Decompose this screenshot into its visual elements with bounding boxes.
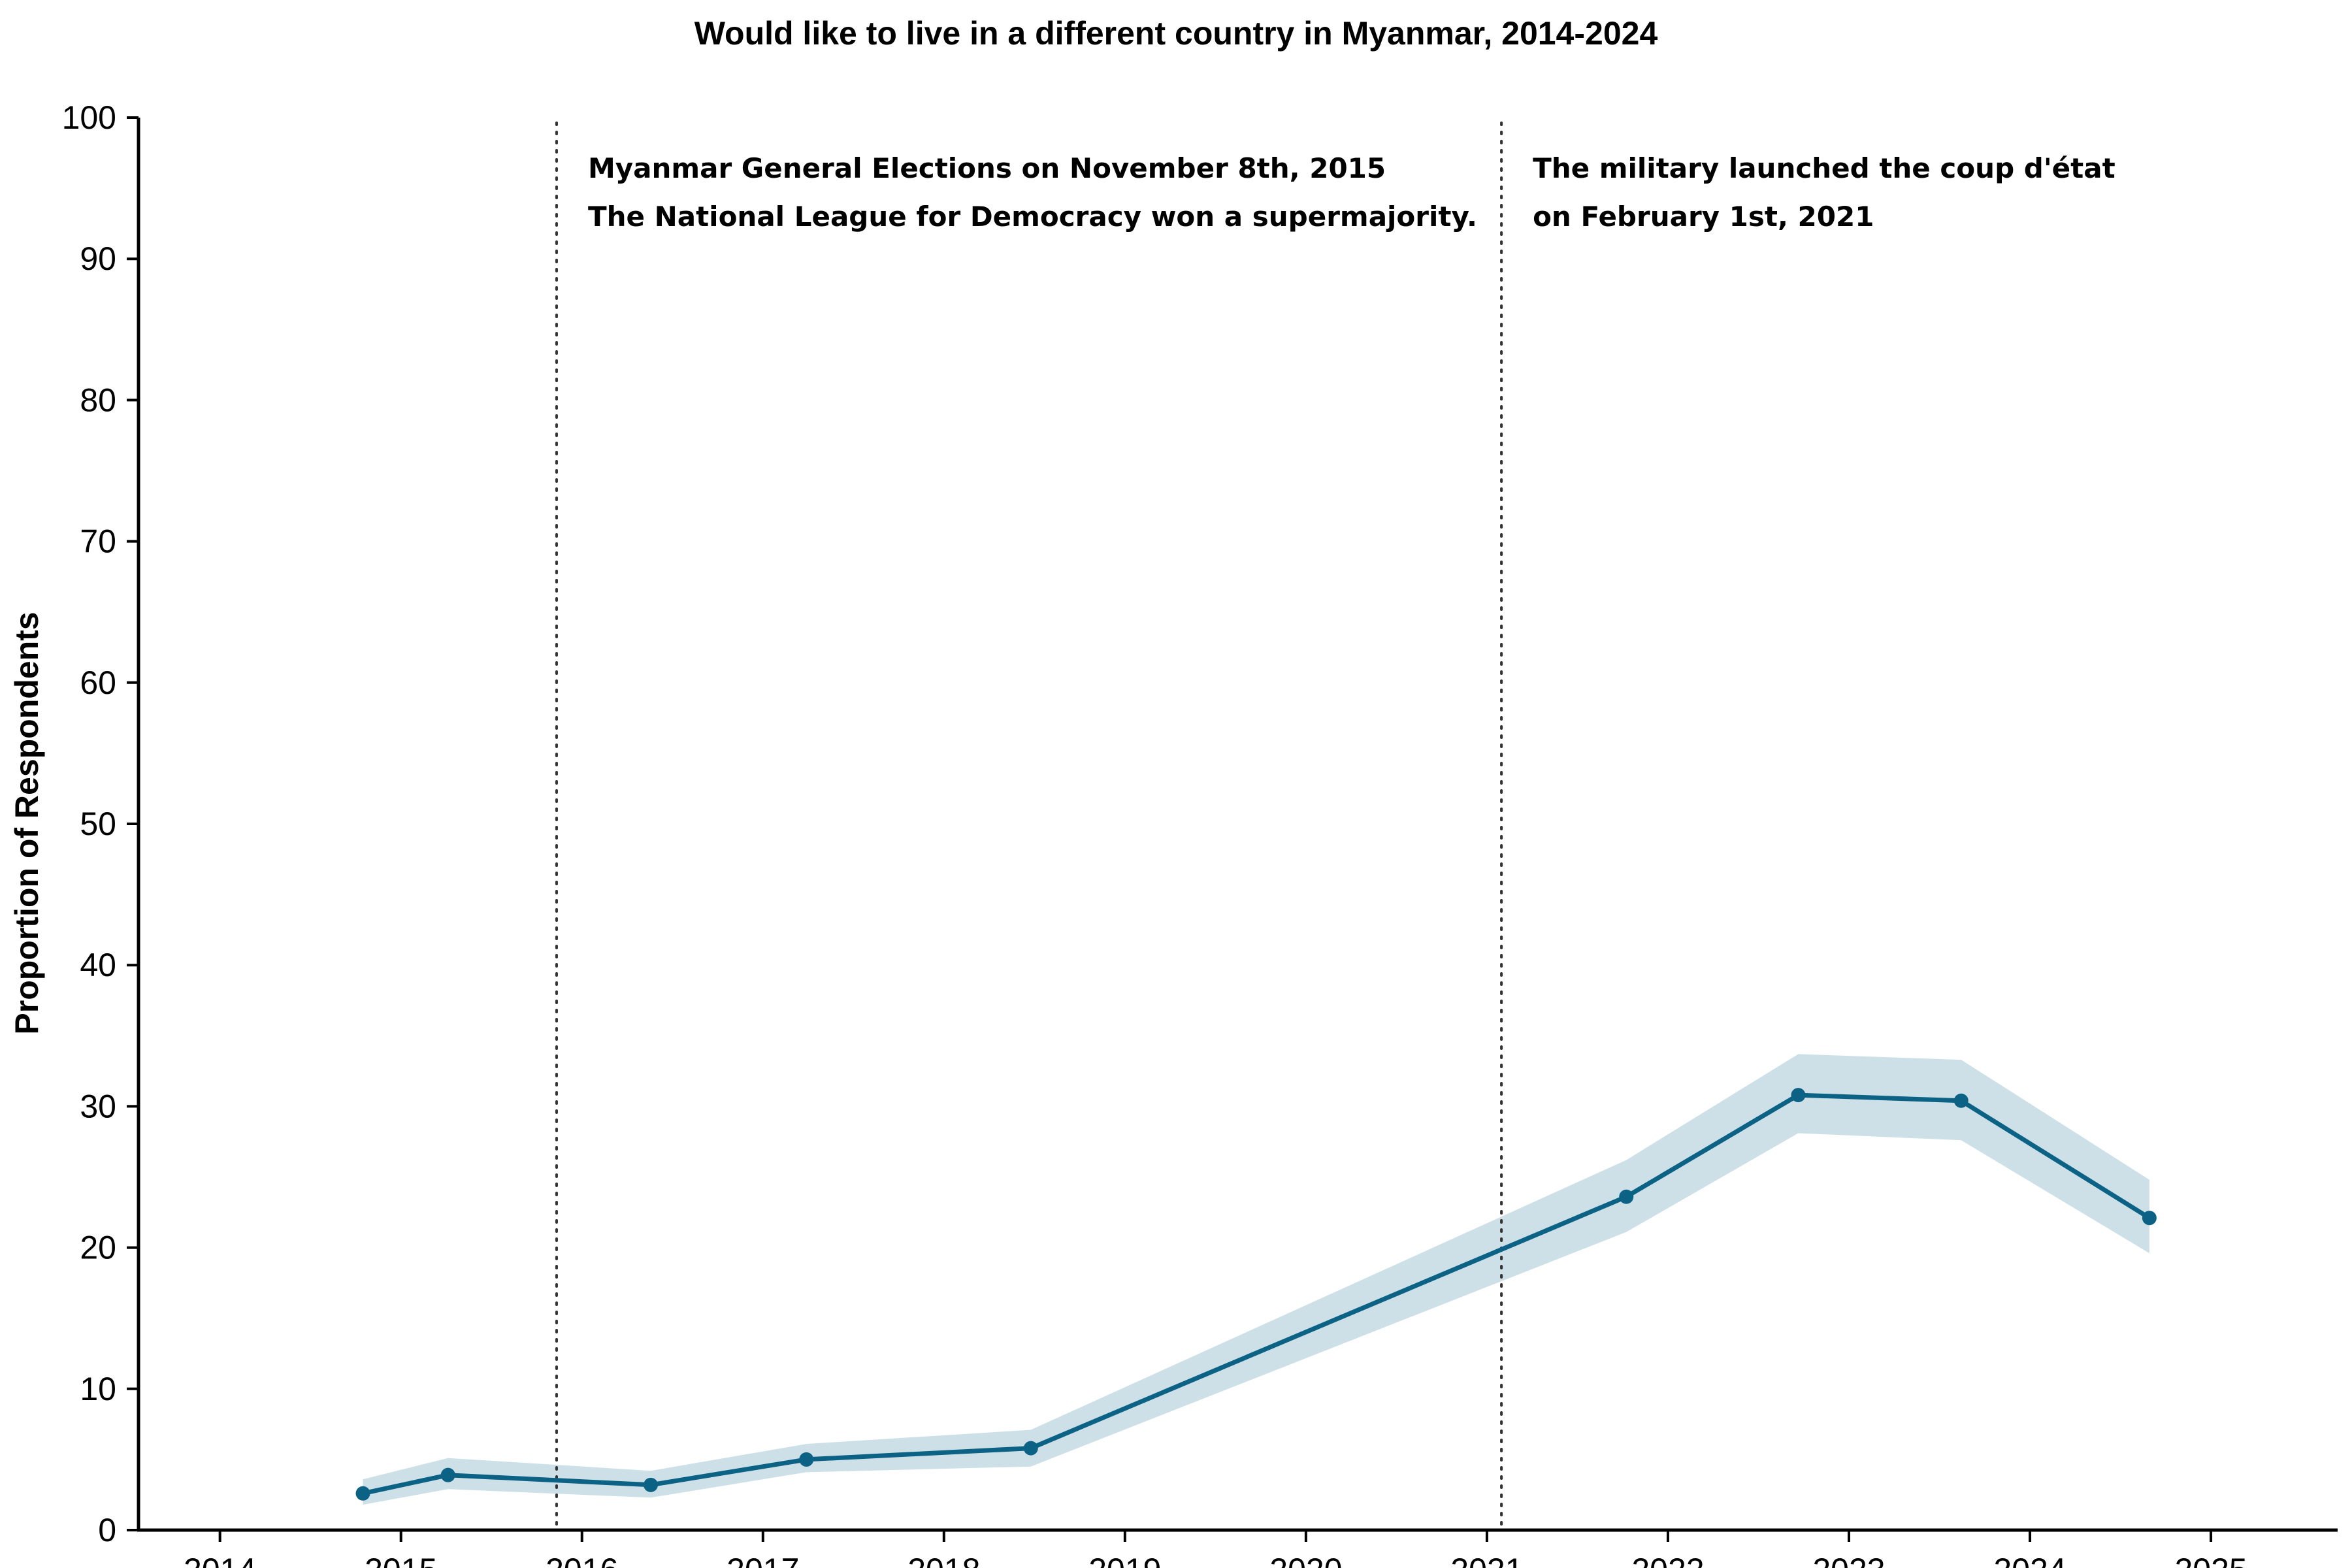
x-tick-label-2022: 2022 <box>1631 1552 1704 1568</box>
y-tick-label-80: 80 <box>80 382 116 418</box>
x-tick-label-2020: 2020 <box>1269 1552 1342 1568</box>
confidence-band <box>363 1054 2149 1505</box>
data-point-1 <box>355 1486 370 1501</box>
y-tick-label-60: 60 <box>80 664 116 701</box>
data-point-2 <box>440 1467 455 1482</box>
x-tick-label-2018: 2018 <box>907 1552 980 1568</box>
y-tick-label-100: 100 <box>62 99 116 136</box>
y-tick-label-10: 10 <box>80 1371 116 1407</box>
data-point-5 <box>1023 1441 1038 1456</box>
y-tick-label-40: 40 <box>80 947 116 983</box>
x-tick-label-2025: 2025 <box>2174 1552 2247 1568</box>
x-tick-label-2019: 2019 <box>1088 1552 1161 1568</box>
x-tick-label-2015: 2015 <box>365 1552 437 1568</box>
data-point-4 <box>799 1452 814 1467</box>
y-tick-label-30: 30 <box>80 1088 116 1124</box>
x-tick-label-2017: 2017 <box>727 1552 799 1568</box>
plot-area: Myanmar General Elections on November 8t… <box>62 99 2338 1568</box>
y-tick-label-90: 90 <box>80 240 116 277</box>
x-tick-label-2024: 2024 <box>1993 1552 2066 1568</box>
reference-annotation-2-line-1: The military launched the coup d'état <box>1533 152 2115 184</box>
reference-annotation-2-line-2: on February 1st, 2021 <box>1533 201 1874 233</box>
data-point-7 <box>1791 1088 1806 1103</box>
data-point-6 <box>1619 1189 1634 1204</box>
reference-annotation-1-line-1: Myanmar General Elections on November 8t… <box>588 152 1386 184</box>
chart-title: Would like to live in a different countr… <box>694 15 1658 52</box>
y-tick-label-20: 20 <box>80 1230 116 1266</box>
x-tick-label-2016: 2016 <box>546 1552 618 1568</box>
series-line <box>361 1092 2152 1496</box>
x-tick-label-2023: 2023 <box>1812 1552 1885 1568</box>
y-axis-title: Proportion of Respondents <box>8 612 45 1034</box>
reference-annotation-1-line-2: The National League for Democracy won a … <box>588 201 1477 233</box>
y-tick-label-50: 50 <box>80 806 116 842</box>
y-tick-label-70: 70 <box>80 523 116 560</box>
data-point-3 <box>644 1477 659 1492</box>
x-tick-label-2021: 2021 <box>1450 1552 1523 1568</box>
data-point-8 <box>1953 1093 1968 1108</box>
data-point-9 <box>2142 1211 2157 1226</box>
y-tick-label-0: 0 <box>98 1512 116 1548</box>
x-tick-label-2014: 2014 <box>184 1552 256 1568</box>
